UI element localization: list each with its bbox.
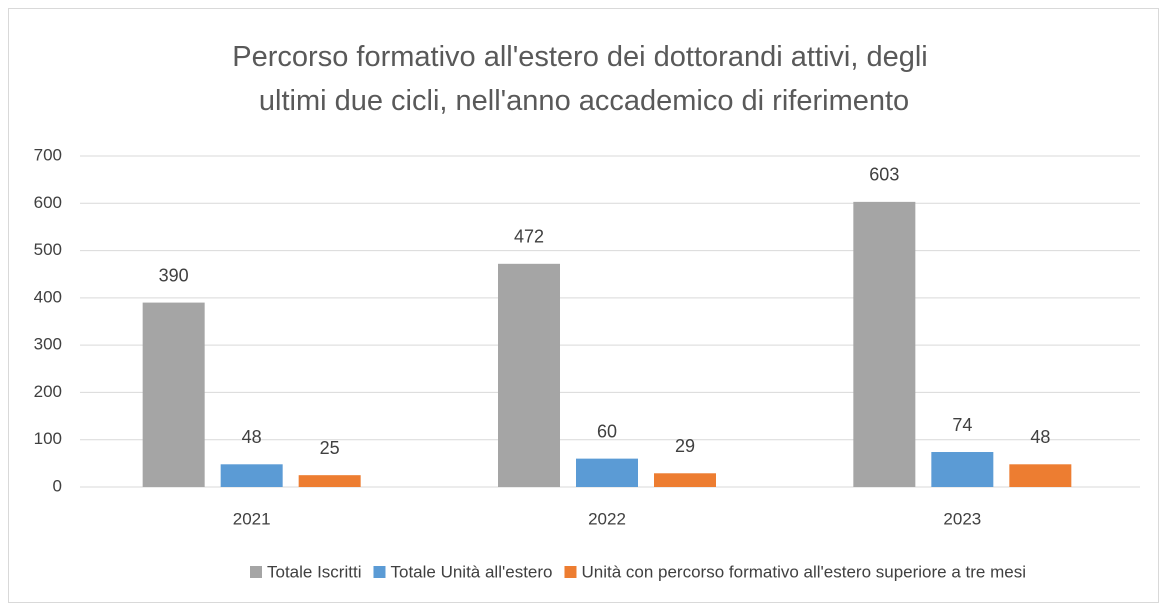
bar	[1009, 464, 1072, 487]
data-label: 25	[320, 438, 340, 458]
bar	[654, 473, 716, 487]
bar	[220, 464, 283, 487]
chart-title: Percorso formativo all'estero dei dottor…	[232, 41, 927, 117]
data-label: 472	[514, 227, 544, 247]
y-tick-label: 0	[53, 476, 62, 495]
x-tick-label: 2021	[233, 509, 271, 528]
bar	[931, 452, 994, 487]
legend-label: Totale Iscritti	[267, 562, 361, 581]
y-tick-label: 100	[34, 429, 62, 448]
y-tick-label: 500	[34, 240, 62, 259]
y-tick-label: 300	[34, 335, 62, 354]
x-tick-label: 2022	[588, 509, 626, 528]
bar	[142, 302, 205, 487]
legend-swatch	[564, 566, 577, 578]
data-label: 60	[597, 421, 617, 441]
y-tick-label: 400	[34, 287, 62, 306]
data-label: 48	[242, 427, 262, 447]
bar	[298, 475, 361, 487]
y-tick-label: 700	[34, 145, 62, 164]
bar	[853, 201, 916, 488]
bar	[498, 263, 560, 487]
y-tick-label: 200	[34, 382, 62, 401]
bar	[576, 458, 638, 487]
x-tick-label: 2023	[943, 509, 981, 528]
y-tick-label: 600	[34, 193, 62, 212]
data-label: 29	[675, 436, 695, 456]
data-label: 74	[952, 415, 972, 435]
data-label: 390	[159, 265, 189, 285]
legend-swatch	[373, 566, 386, 578]
legend-label: Totale Unità all'estero	[390, 562, 552, 581]
legend-swatch	[250, 566, 262, 578]
legend-label: Unità con percorso formativo all'estero …	[581, 562, 1026, 581]
data-label: 48	[1030, 427, 1050, 447]
data-label: 603	[869, 165, 899, 185]
